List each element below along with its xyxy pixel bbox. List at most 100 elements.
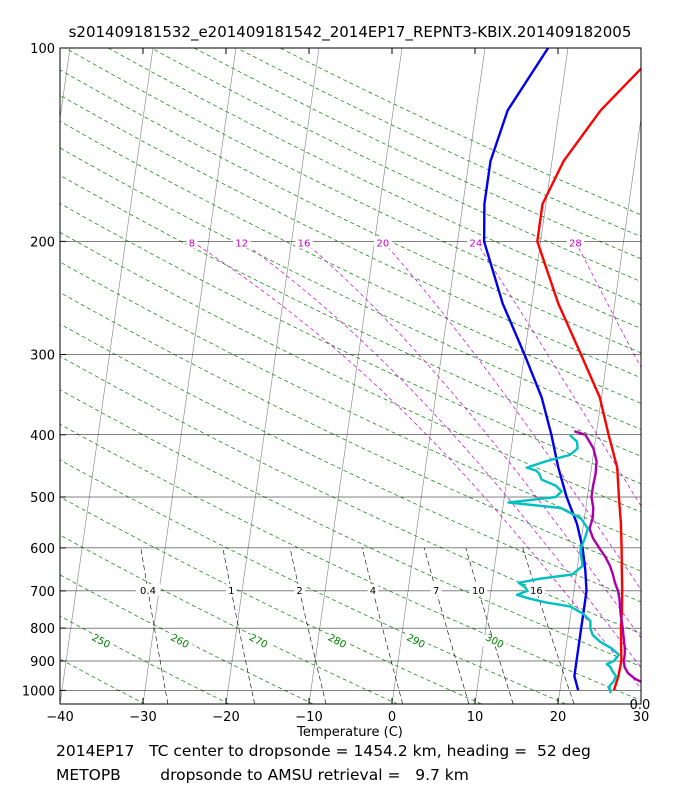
dry-adiabat-line — [60, 574, 314, 704]
label-background — [225, 583, 237, 596]
x-tick-label: −30 — [129, 710, 156, 725]
moist-adiabat-label: 8 — [189, 238, 195, 249]
dry-adiabat-line — [60, 703, 61, 704]
background-lines — [60, 48, 700, 704]
y-tick-label: 700 — [30, 585, 55, 600]
mixing-ratio-line — [289, 547, 327, 704]
label-background — [482, 634, 508, 647]
dry-adiabat-line — [60, 355, 641, 635]
dry-adiabat-line — [60, 423, 641, 701]
label-background — [135, 583, 161, 596]
mixing-ratio-label: 1 — [228, 586, 234, 597]
chart-title: s201409181532_e201409181542_2014EP17_REP… — [69, 23, 632, 42]
mixing-ratio-line — [361, 547, 403, 704]
mixing-ratio-line — [140, 547, 169, 704]
isotherm-line — [474, 48, 569, 704]
mixing-ratio-label: 16 — [530, 586, 543, 597]
corner-label: 0.0 — [630, 698, 651, 713]
y-tick-label: 300 — [30, 348, 55, 363]
dry-adiabat-line — [60, 120, 641, 404]
dry-adiabat-line — [60, 94, 641, 379]
y-tick-label: 1000 — [22, 684, 55, 699]
label-background — [367, 583, 379, 596]
isotherm-line — [391, 48, 486, 704]
moist-adiabat-line — [475, 241, 641, 507]
mixing-ratio-line — [424, 547, 470, 704]
moist-adiabat-line — [241, 241, 641, 669]
x-tick-label: 10 — [467, 710, 484, 725]
moist-adiabat-label: 28 — [569, 238, 582, 249]
dry-adiabat-line — [60, 658, 145, 704]
isotherm-line — [142, 48, 237, 704]
dry-adiabat-line — [60, 323, 641, 603]
dry-adiabat-line — [108, 48, 641, 306]
x-tick-label: 20 — [550, 710, 567, 725]
label-background — [404, 634, 429, 647]
dry-adiabat-line — [60, 203, 641, 485]
label-background — [566, 236, 585, 249]
dry-adiabat-line — [60, 231, 641, 513]
moist-adiabat-label: 20 — [377, 238, 390, 249]
y-tick-label: 100 — [30, 42, 55, 57]
mixing-ratio-label: 2 — [296, 586, 302, 597]
mixing-ratio-label: 0.4 — [140, 586, 156, 597]
label-background — [232, 236, 251, 249]
dry-adiabat-line — [150, 48, 641, 282]
series-line — [482, 48, 588, 691]
axes: −40 −30 −20 −10 0 10 20 30 100 200 300 400 500 600 700… — [22, 42, 649, 725]
mixing-ratio-line — [522, 547, 575, 704]
y-tick-label: 600 — [30, 542, 55, 557]
series-line — [573, 430, 641, 684]
isotherm-line — [60, 48, 154, 704]
mixing-ratio-label: 7 — [433, 586, 439, 597]
footer-line-2: METOPB dropsonde to AMSU retrieval = 9.7… — [56, 766, 469, 784]
label-background — [246, 634, 272, 647]
moist-adiabat-label: 12 — [235, 238, 248, 249]
dry-adiabat-line — [60, 496, 482, 704]
dry-adiabat-line — [60, 147, 641, 430]
dry-adiabat-line — [60, 459, 566, 704]
label-background — [374, 236, 392, 249]
label-background — [469, 583, 488, 596]
moist-adiabat-line — [382, 241, 641, 591]
dry-adiabat-line — [60, 534, 398, 704]
moist-adiabat-label: 32 — [671, 238, 684, 249]
label-background — [430, 583, 442, 596]
label-background — [467, 236, 485, 249]
moist-adiabat-label: 24 — [469, 238, 482, 249]
x-tick-label: −40 — [46, 710, 73, 725]
sounding-series — [482, 48, 641, 694]
x-tick-label: −20 — [212, 710, 239, 725]
label-background — [295, 236, 313, 249]
label-background — [186, 236, 198, 249]
y-tick-label: 500 — [30, 491, 55, 506]
x-tick-label: −10 — [295, 710, 322, 725]
mixing-ratio-label: 4 — [370, 586, 376, 597]
dry-adiabat-line — [236, 48, 641, 237]
label-background — [669, 236, 687, 248]
x-axis-label: Temperature (C) — [296, 725, 403, 740]
y-tick-label: 800 — [30, 622, 55, 637]
isotherm-line — [557, 116, 641, 704]
y-tick-label: 900 — [30, 655, 55, 670]
y-tick-label: 200 — [30, 235, 55, 250]
dry-adiabat-line — [60, 261, 641, 542]
dry-adiabat-line — [60, 69, 641, 354]
y-tick-label: 400 — [30, 429, 55, 444]
mixing-ratio-line — [222, 547, 255, 704]
moist-adiabat-line — [575, 241, 641, 369]
label-background — [89, 634, 114, 647]
series-line — [536, 66, 641, 691]
dry-adiabat-line — [60, 389, 641, 667]
label-background — [325, 634, 350, 647]
mixing-ratio-label: 10 — [472, 586, 485, 597]
x-tick-label: 0 — [388, 710, 396, 725]
dry-adiabat-line — [60, 174, 641, 457]
series-line — [507, 433, 621, 694]
moist-adiabat-line — [678, 241, 700, 704]
dry-adiabat-line — [60, 292, 641, 572]
isotherm-line — [640, 701, 641, 704]
x-tick-label: 30 — [633, 710, 650, 725]
moist-adiabat-label: 16 — [298, 238, 311, 249]
dry-adiabat-line — [60, 615, 230, 704]
